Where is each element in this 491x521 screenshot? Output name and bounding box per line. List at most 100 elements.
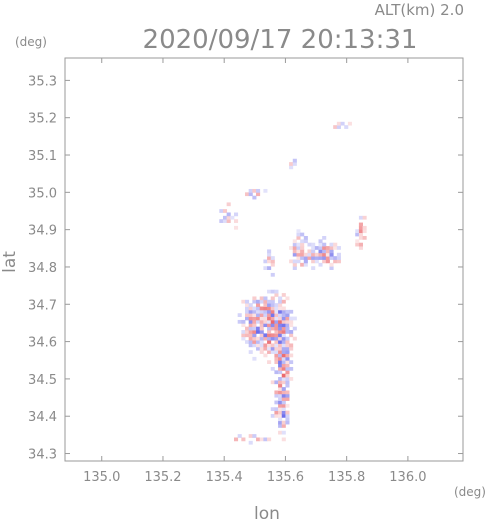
data-cell [281, 366, 286, 371]
data-cell [292, 249, 297, 254]
data-cell [241, 330, 246, 334]
data-cell [274, 323, 279, 328]
data-cell [274, 393, 279, 398]
data-cell [278, 299, 283, 304]
data-cell [344, 125, 349, 129]
data-cell [292, 246, 297, 250]
data-cell [259, 316, 264, 321]
data-cell [285, 383, 290, 388]
data-cell [281, 306, 286, 311]
data-cell [274, 370, 279, 375]
data-cell [292, 158, 297, 163]
data-cell [248, 340, 253, 344]
data-cell [281, 397, 286, 401]
data-cell [256, 340, 261, 344]
data-cell [259, 309, 264, 314]
data-cell [307, 242, 312, 247]
data-cell [270, 380, 275, 385]
data-cell [263, 309, 268, 314]
data-cell [263, 336, 268, 341]
data-cell [270, 366, 275, 371]
data-cell [311, 249, 316, 254]
data-cell [278, 356, 283, 361]
data-cell [259, 330, 264, 334]
data-cell [274, 356, 279, 361]
data-cell [248, 303, 253, 307]
data-cell [256, 343, 261, 348]
data-cell [233, 437, 239, 442]
data-cell [278, 366, 283, 371]
data-cell [285, 397, 290, 401]
data-cell [278, 370, 283, 375]
data-cell [281, 326, 286, 331]
data-cell [281, 360, 286, 365]
x-axis-label: lon [254, 504, 280, 521]
data-cell [270, 259, 275, 264]
data-cell [267, 336, 272, 341]
data-cell [274, 410, 279, 415]
data-cell [267, 266, 272, 270]
data-cell [314, 252, 319, 257]
data-cell [318, 242, 323, 247]
data-cell [274, 407, 279, 412]
data-cell [336, 121, 341, 126]
data-cell [274, 326, 279, 331]
data-cell [278, 360, 283, 365]
data-cell [256, 326, 261, 331]
data-cell [292, 239, 297, 244]
data-cell [278, 340, 283, 344]
data-cell [245, 306, 250, 311]
data-cell [281, 330, 286, 334]
data-cell [285, 343, 290, 348]
data-cell [281, 410, 286, 415]
data-cell [252, 316, 257, 321]
data-cell [267, 326, 272, 331]
data-cell [333, 242, 338, 247]
data-cell [281, 299, 286, 304]
data-cell [285, 390, 290, 395]
data-cell [296, 246, 301, 250]
data-cell [248, 343, 253, 348]
data-cell [281, 340, 286, 344]
data-cell [230, 215, 235, 220]
data-cell [263, 266, 268, 270]
data-cell [281, 373, 286, 378]
data-cell [289, 360, 294, 365]
data-cell [325, 256, 330, 260]
data-cell [256, 330, 261, 334]
data-cell [307, 252, 312, 257]
data-cell [362, 225, 367, 230]
data-cell [322, 242, 327, 247]
data-cell [278, 343, 283, 348]
data-cell [256, 316, 261, 321]
chart-subtitle: ALT(km) 2.0 [375, 1, 464, 19]
data-cell [270, 323, 275, 328]
data-cell [248, 350, 253, 354]
data-cell [278, 313, 283, 317]
data-cell [274, 340, 279, 344]
data-cell [278, 407, 283, 412]
data-cell [245, 299, 250, 304]
data-cell [300, 242, 305, 247]
data-cell [292, 252, 297, 257]
data-cell [270, 407, 275, 412]
data-cell [270, 272, 275, 277]
data-cell [267, 319, 272, 324]
data-cell [358, 246, 363, 250]
data-cell [314, 256, 319, 260]
data-cell [245, 313, 250, 317]
data-cell [325, 259, 330, 264]
data-cell [252, 313, 257, 317]
data-cell [289, 330, 294, 334]
data-cell [274, 316, 279, 321]
data-cell [318, 252, 323, 257]
data-cell [245, 340, 250, 344]
data-cell [259, 323, 264, 328]
data-cell [285, 330, 290, 334]
data-cell [256, 313, 261, 317]
data-cell [274, 303, 279, 307]
data-cell [245, 309, 250, 314]
data-cell [325, 246, 330, 250]
x-tick-label: 135.8 [328, 470, 365, 485]
data-cell [274, 346, 279, 351]
